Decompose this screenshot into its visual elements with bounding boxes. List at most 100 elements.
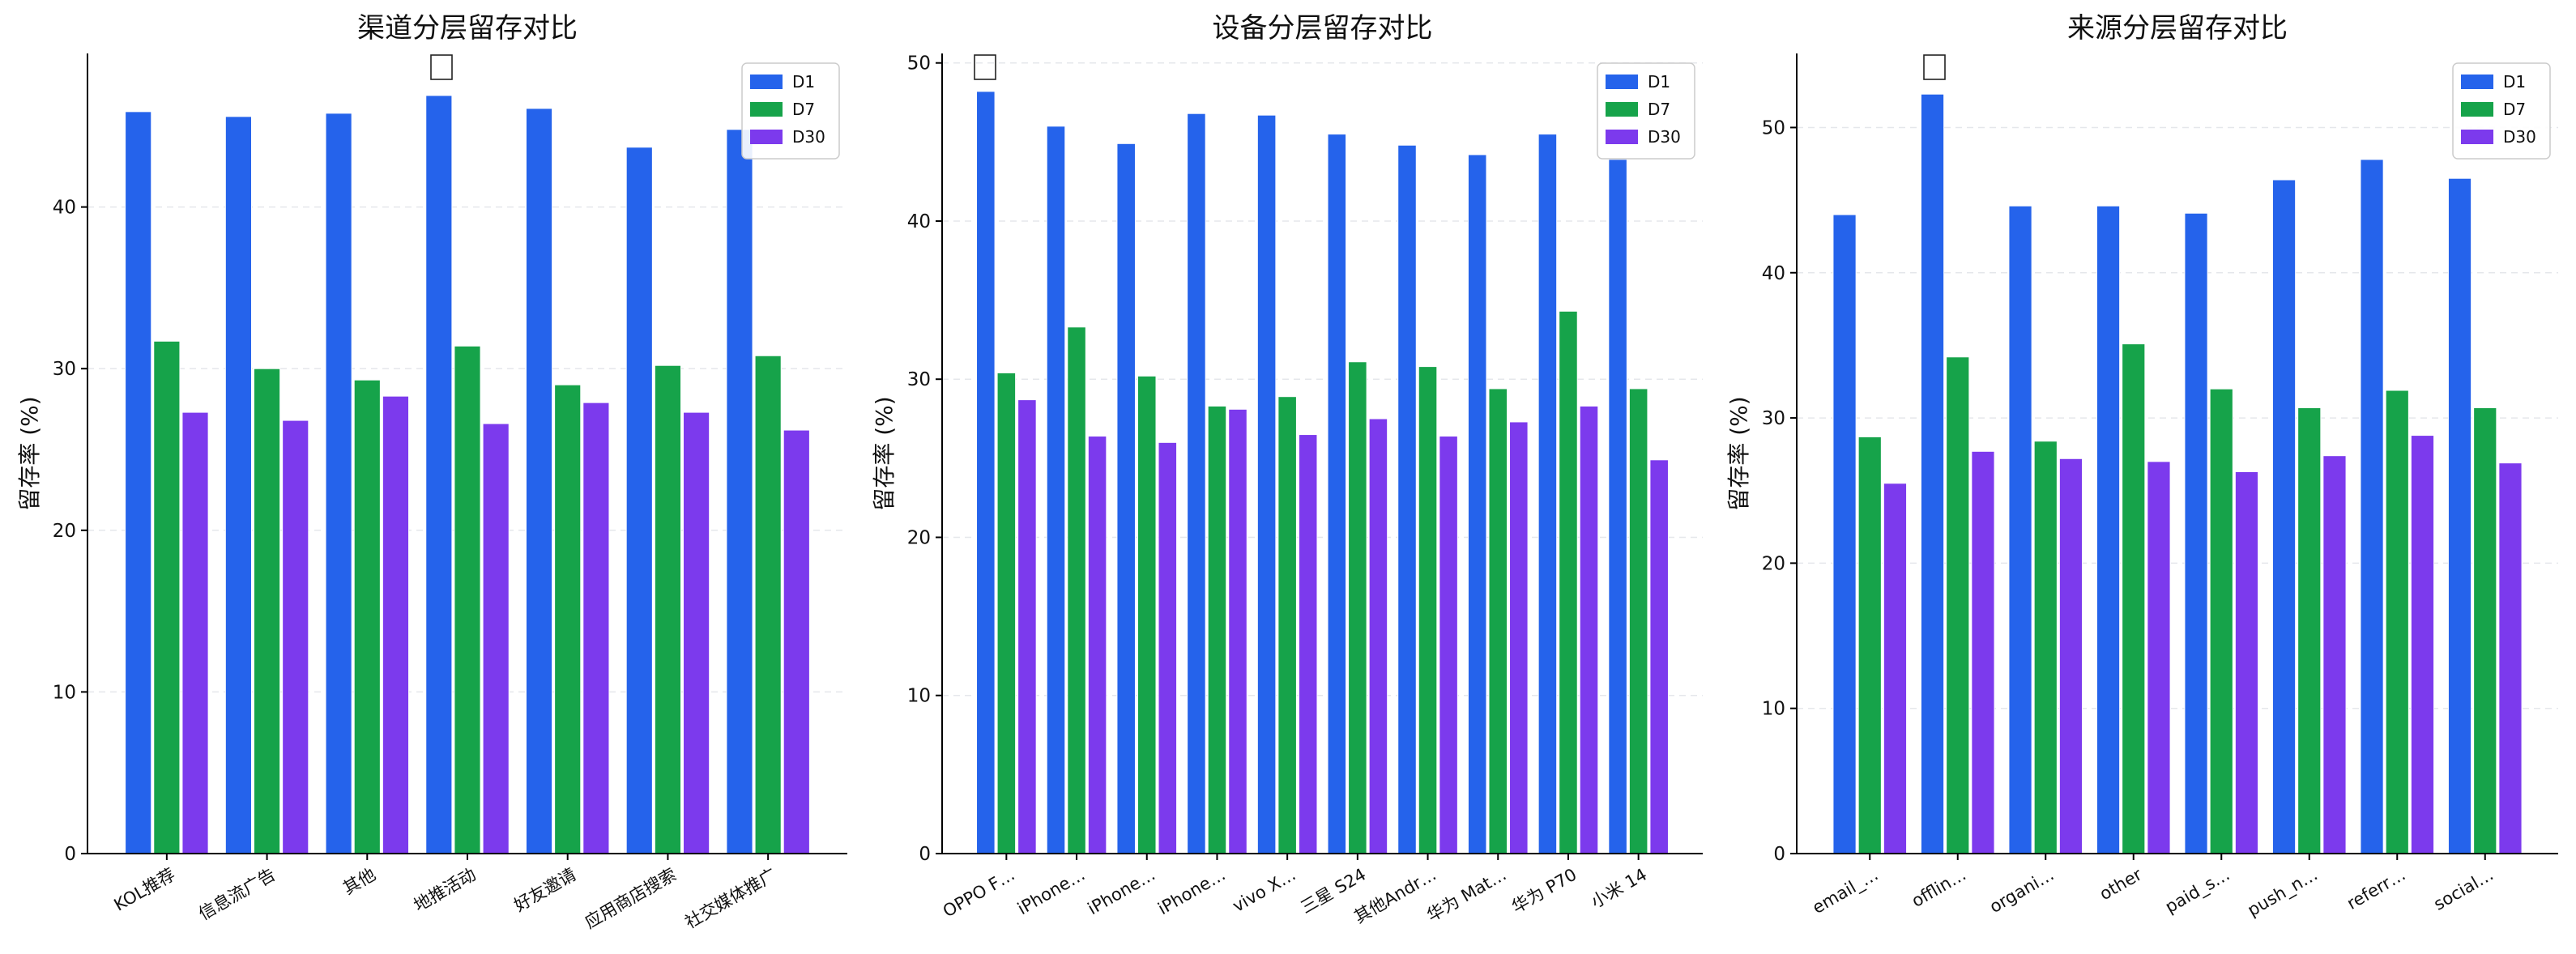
bar-d7 bbox=[654, 364, 682, 854]
legend-swatch-d7 bbox=[1606, 102, 1638, 117]
bar-d7 bbox=[996, 372, 1017, 854]
bar-d30 bbox=[2147, 461, 2171, 854]
bar-d1 bbox=[1327, 134, 1347, 854]
y-tick-label: 40 bbox=[907, 211, 931, 232]
y-tick-label: 50 bbox=[907, 53, 931, 75]
bar-d1 bbox=[2008, 205, 2032, 854]
bar-d7 bbox=[2033, 441, 2058, 854]
bar-d1 bbox=[1046, 126, 1066, 854]
bar-d30 bbox=[1298, 434, 1318, 854]
y-tick-label: 50 bbox=[1762, 117, 1785, 138]
y-tick-label: 10 bbox=[1762, 699, 1785, 720]
bar-d7 bbox=[454, 345, 481, 854]
bar-d30 bbox=[1883, 483, 1908, 854]
chart-title: 来源分层留存对比 bbox=[2067, 12, 2288, 45]
placeholder-glyph bbox=[430, 54, 453, 80]
bar-d30 bbox=[2410, 435, 2435, 854]
bar-d30 bbox=[1368, 418, 1388, 854]
bar-d1 bbox=[1920, 93, 1945, 854]
bar-d30 bbox=[1509, 421, 1529, 854]
bar-d30 bbox=[181, 411, 209, 854]
legend-swatch-d1 bbox=[2461, 75, 2493, 89]
bar-d1 bbox=[2271, 179, 2297, 854]
bar-d1 bbox=[224, 116, 252, 854]
y-tick-label: 40 bbox=[1762, 263, 1785, 284]
bar-d30 bbox=[683, 411, 710, 854]
bar-d1 bbox=[2360, 159, 2384, 854]
bar-d7 bbox=[554, 384, 582, 854]
bar-d30 bbox=[282, 420, 309, 854]
bar-d30 bbox=[382, 395, 410, 854]
bar-d1 bbox=[425, 95, 453, 854]
y-tick-label: 0 bbox=[1773, 844, 1785, 865]
legend-label-d1: D1 bbox=[2503, 72, 2526, 92]
bar-d1 bbox=[2096, 205, 2121, 854]
bar-d7 bbox=[1418, 366, 1438, 854]
bar-d30 bbox=[582, 402, 610, 854]
bar-d1 bbox=[1116, 143, 1136, 854]
placeholder-glyph bbox=[974, 54, 996, 80]
bar-d30 bbox=[1228, 408, 1247, 854]
y-tick-label: 30 bbox=[53, 359, 76, 380]
bar-d7 bbox=[1137, 375, 1157, 854]
bar-d7 bbox=[253, 368, 281, 854]
bar-d7 bbox=[353, 379, 381, 854]
bar-d7 bbox=[754, 355, 782, 854]
bar-d7 bbox=[1628, 388, 1648, 854]
bar-d7 bbox=[1857, 436, 1882, 854]
bar-d7 bbox=[1348, 361, 1367, 854]
bar-d1 bbox=[525, 108, 553, 854]
y-tick-label: 0 bbox=[64, 844, 76, 865]
bar-d1 bbox=[976, 91, 996, 854]
chart-title: 渠道分层留存对比 bbox=[357, 12, 578, 45]
bar-d30 bbox=[1439, 436, 1458, 854]
bar-d7 bbox=[2209, 388, 2233, 854]
bar-d7 bbox=[2297, 407, 2322, 854]
legend: D1 D7 D30 bbox=[741, 62, 840, 160]
bar-d1 bbox=[1187, 113, 1206, 854]
legend-label-d1: D1 bbox=[792, 72, 815, 92]
bar-d30 bbox=[2322, 455, 2347, 854]
bar-d7 bbox=[1559, 310, 1578, 854]
bar-d30 bbox=[1579, 405, 1599, 854]
bar-d7 bbox=[2122, 343, 2146, 854]
bar-d7 bbox=[1946, 356, 1970, 854]
bar-d1 bbox=[1537, 134, 1558, 854]
bar-d1 bbox=[1832, 214, 1857, 854]
bar-d7 bbox=[1067, 326, 1086, 854]
legend-swatch-d30 bbox=[2461, 130, 2493, 144]
bar-d1 bbox=[1608, 159, 1627, 854]
bar-d7 bbox=[2385, 390, 2409, 854]
y-tick-label: 20 bbox=[53, 521, 76, 542]
y-tick-label: 10 bbox=[53, 682, 76, 703]
y-tick-label: 10 bbox=[907, 686, 931, 707]
legend-label-d7: D7 bbox=[792, 100, 815, 119]
y-axis-label: 留存率 (%) bbox=[16, 396, 43, 510]
legend-swatch-d1 bbox=[1606, 75, 1638, 89]
legend: D1 D7 D30 bbox=[1597, 62, 1695, 160]
bar-d30 bbox=[783, 429, 810, 854]
y-axis-label: 留存率 (%) bbox=[1725, 396, 1752, 510]
legend-label-d1: D1 bbox=[1648, 72, 1670, 92]
legend: D1 D7 D30 bbox=[2452, 62, 2551, 160]
bar-d1 bbox=[1467, 154, 1487, 854]
bar-d7 bbox=[1488, 388, 1508, 854]
bar-d30 bbox=[2234, 471, 2259, 854]
y-tick-label: 30 bbox=[907, 369, 931, 390]
legend-label-d7: D7 bbox=[1648, 100, 1670, 119]
legend-swatch-d7 bbox=[750, 102, 783, 117]
bar-d30 bbox=[1158, 441, 1178, 854]
legend-swatch-d7 bbox=[2461, 102, 2493, 117]
bar-d30 bbox=[2058, 458, 2083, 854]
placeholder-glyph bbox=[1923, 54, 1946, 80]
bar-d1 bbox=[1256, 114, 1277, 854]
bar-d30 bbox=[1971, 450, 1995, 854]
legend-swatch-d1 bbox=[750, 75, 783, 89]
bar-d30 bbox=[2498, 462, 2523, 854]
y-tick-label: 40 bbox=[53, 198, 76, 219]
legend-label-d7: D7 bbox=[2503, 100, 2526, 119]
y-tick-label: 20 bbox=[907, 527, 931, 548]
